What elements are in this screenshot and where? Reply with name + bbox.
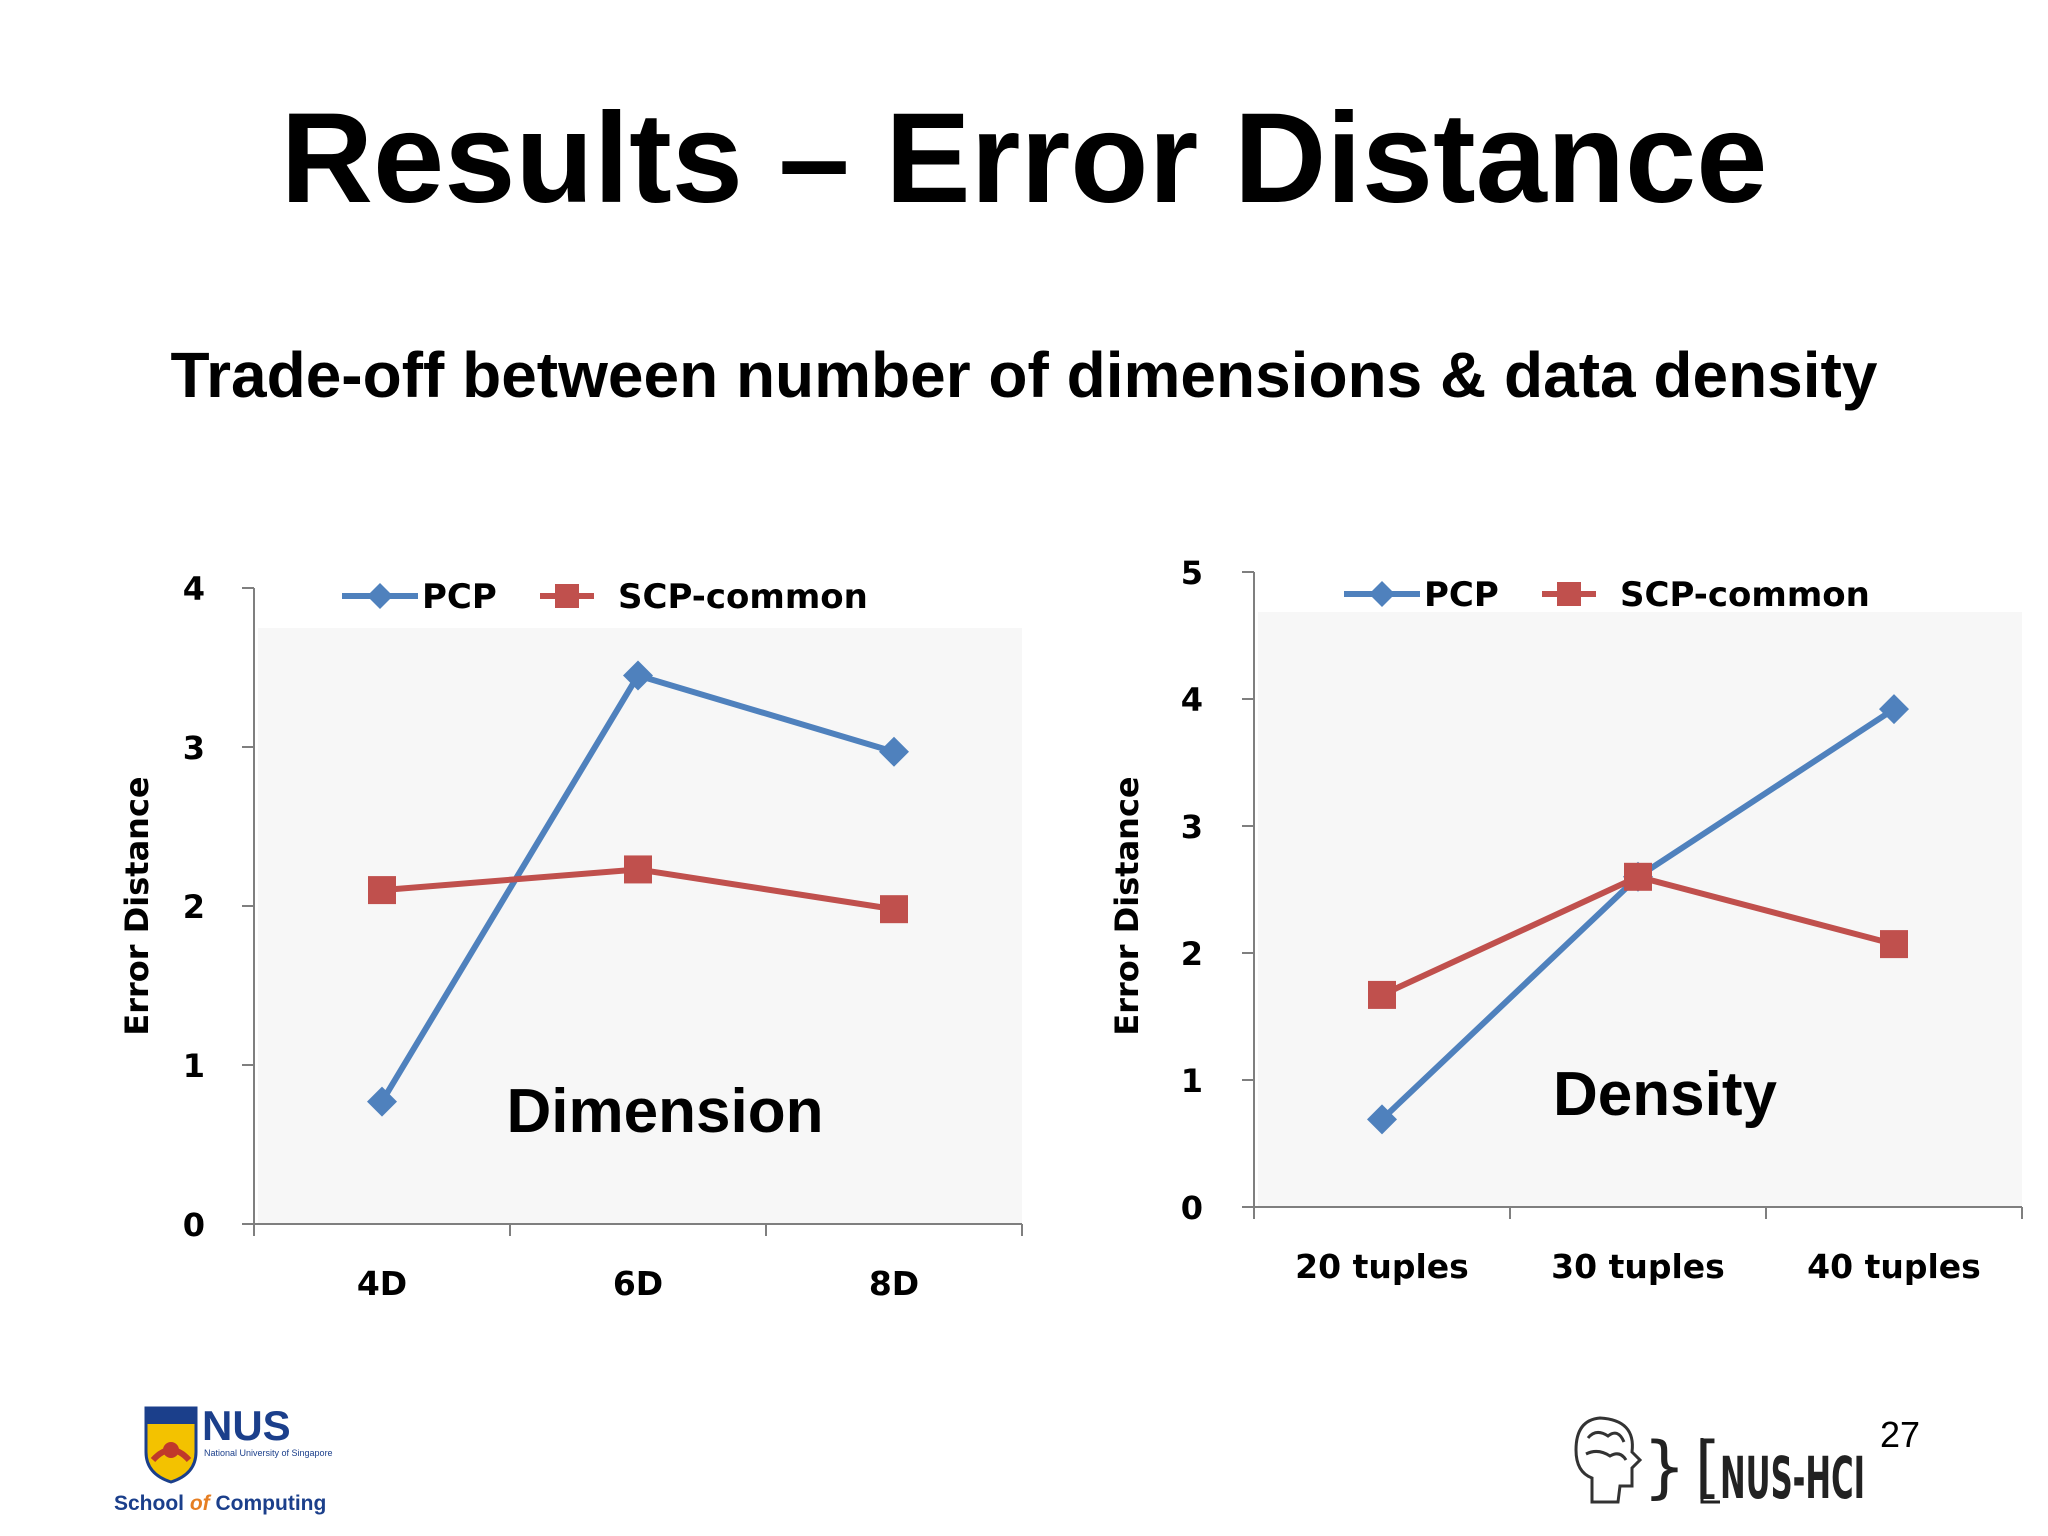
data-point-pcp [1879,694,1909,725]
slide-title: Results – Error Distance [280,87,1768,230]
x-tick-label: 40 tuples [1807,1247,1981,1286]
data-point-scp-common [1368,980,1396,1009]
data-point-pcp [879,736,909,767]
x-tick-label: 20 tuples [1295,1247,1469,1286]
legend-marker-scp-common [1557,582,1581,606]
brain-head-icon [1574,1416,1643,1504]
y-tick-label: 0 [183,1206,205,1244]
nus-logo-school: School of Computing [114,1492,326,1515]
legend-label-scp-common: SCP-common [1620,575,1870,615]
chart-dimension: 0 1 2 3 4 4D 6D 8D Error Distance Dimension PCP SCP… [118,570,1023,1303]
data-point-scp-common [624,855,652,884]
y-tick-label: 4 [183,570,205,608]
y-axis-label: Error Distance [1108,776,1146,1035]
y-tick-label: 2 [183,888,205,926]
data-point-scp-common [880,895,908,924]
nus-crest-icon [144,1406,198,1484]
nus-hci-logo: }[ NUS-HCI [1574,1416,1865,1512]
legend-label-pcp: PCP [1424,575,1499,615]
bracket-line-icon [1700,1438,1720,1504]
y-tick-label: 3 [1181,808,1203,846]
chart-annotation: Density [1553,1060,1777,1129]
data-point-pcp [1367,1104,1397,1135]
x-tick-label: 8D [869,1264,919,1303]
y-tick-label: 0 [1181,1189,1203,1227]
page-number: 27 [1880,1414,1921,1455]
y-tick-label: 3 [183,729,205,767]
chart-annotation: Dimension [507,1077,824,1146]
legend-marker-pcp [1369,581,1395,607]
bracket-glyph-icon: }[ [1644,1428,1726,1507]
x-tick-label: 30 tuples [1551,1247,1725,1286]
y-tick-label: 1 [1181,1062,1203,1100]
slide-subtitle: Trade-off between number of dimensions &… [170,339,1878,411]
data-point-pcp [367,1086,397,1117]
legend-label-scp-common: SCP-common [618,577,868,617]
legend-label-pcp: PCP [422,577,497,617]
data-point-scp-common [1624,862,1652,891]
legend-marker-pcp [367,583,393,609]
data-point-scp-common [368,876,396,905]
chart-density: 0 1 2 3 4 5 20 tuples 30 tuples 40 tuples Error D… [1108,554,2023,1286]
y-tick-label: 1 [183,1047,205,1085]
nus-hci-logo-text: NUS-HCI [1720,1444,1865,1512]
y-tick-label: 4 [1181,681,1203,719]
data-point-scp-common [1880,930,1908,959]
y-axis-label: Error Distance [118,776,156,1035]
y-tick-label: 5 [1181,554,1203,592]
x-tick-label: 6D [613,1264,663,1303]
nus-logo-name: NUS [202,1402,291,1449]
nus-logo: NUS National University of Singapore Sch… [114,1402,333,1515]
y-tick-label: 2 [1181,935,1203,973]
plot-area [258,628,1022,1224]
nus-logo-tagline: National University of Singapore [204,1448,333,1458]
legend-marker-scp-common [555,584,579,608]
x-tick-label: 4D [357,1264,407,1303]
data-point-pcp [623,660,653,691]
